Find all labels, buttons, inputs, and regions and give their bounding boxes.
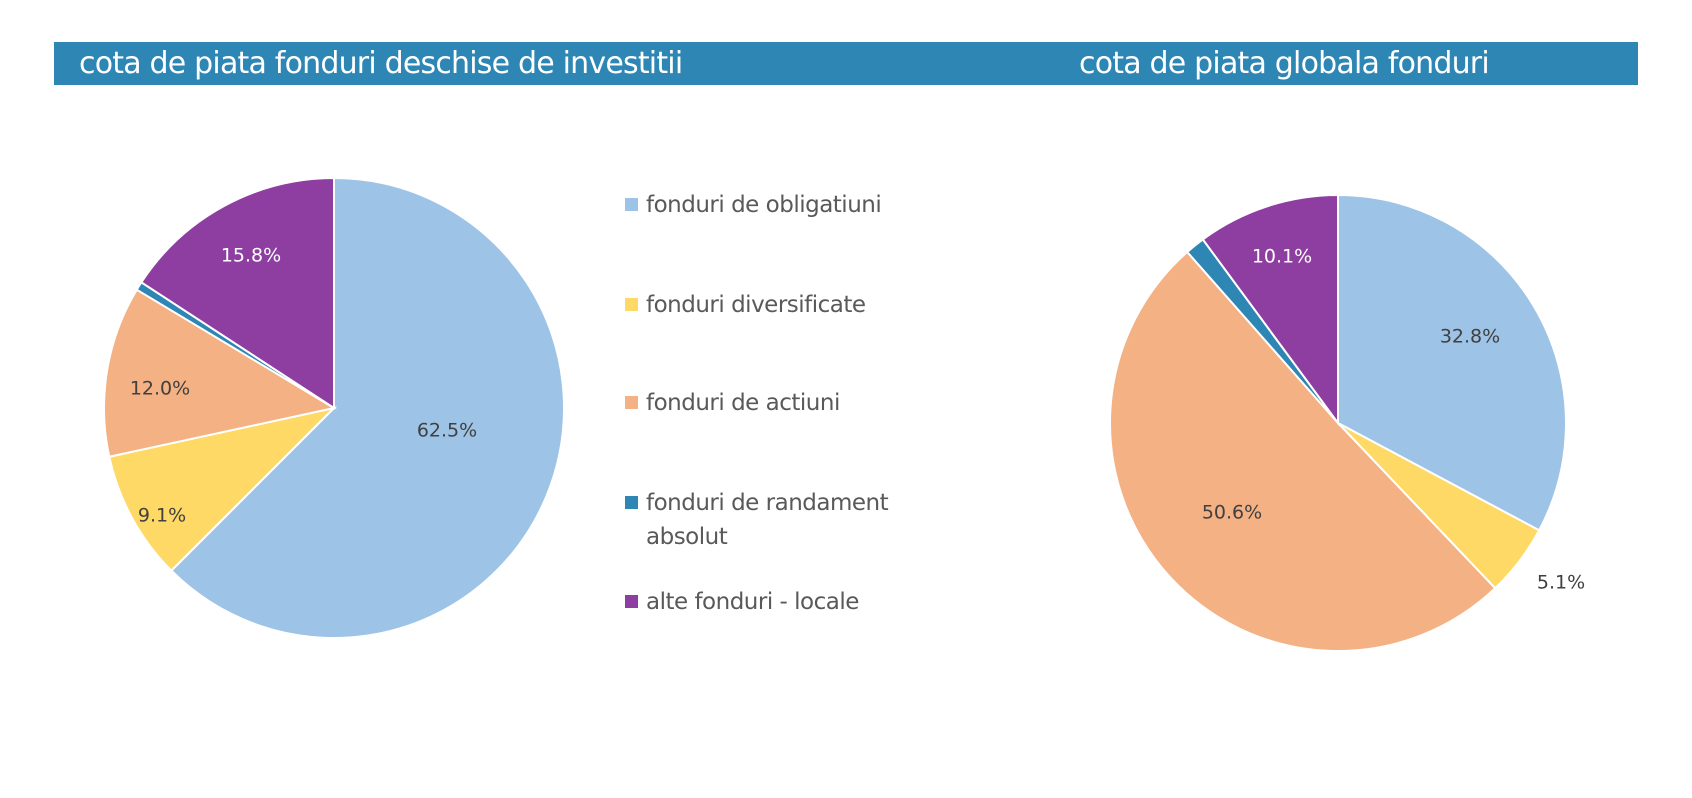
pie-slice-bond-funds — [1337, 193, 1567, 532]
pie-slice-other-local-funds — [139, 176, 335, 410]
legend-swatch — [625, 595, 638, 608]
pie-slice-equity-funds — [1109, 250, 1497, 652]
legend-label: alte fonduri - locale — [646, 589, 859, 615]
data-label-bond-funds: 32.8% — [1440, 326, 1500, 348]
data-label-diversified-funds: 5.1% — [1537, 572, 1585, 594]
legend-swatch — [625, 396, 638, 409]
legend-label: fonduri de obligatiuni — [646, 192, 882, 218]
legend-swatch — [625, 496, 638, 509]
legend-swatch — [625, 298, 638, 311]
title-banner: cota de piata fonduri deschise de invest… — [54, 42, 1638, 85]
data-label-equity-funds: 12.0% — [130, 378, 190, 400]
pie-slice-equity-funds — [103, 288, 337, 458]
left-chart-title: cota de piata fonduri deschise de invest… — [79, 46, 683, 81]
right-chart-title: cota de piata globala fonduri — [1079, 46, 1490, 81]
pie-slice-other-local-funds — [1201, 193, 1339, 427]
legend-swatch — [625, 198, 638, 211]
legend-label: fonduri diversificate — [646, 292, 866, 318]
data-label-diversified-funds: 9.1% — [138, 505, 186, 527]
legend-label: fonduri de actiuni — [646, 390, 840, 416]
data-label-equity-funds: 50.6% — [1202, 502, 1262, 524]
legend-label: fonduri de randament absolut — [646, 490, 889, 550]
pie-slice-diversified-funds — [108, 406, 338, 573]
data-label-other-local-funds: 15.8% — [221, 245, 281, 267]
pie-slice-bond-funds — [169, 176, 565, 639]
data-label-bond-funds: 62.5% — [417, 420, 477, 442]
data-label-other-local-funds: 10.1% — [1252, 246, 1312, 268]
